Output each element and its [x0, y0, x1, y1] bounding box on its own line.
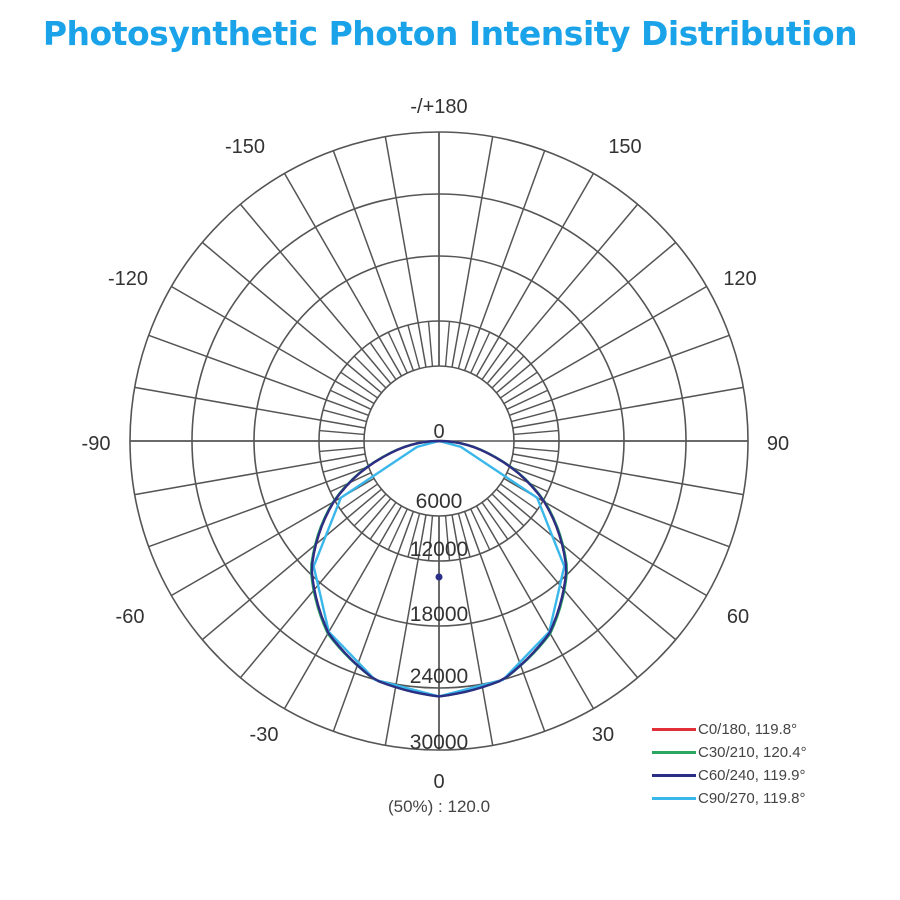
ring-label-18000: 18000 — [410, 603, 468, 626]
angle-label-0: 0 — [433, 771, 444, 793]
legend-label: C90/270, 119.8° — [698, 790, 806, 807]
intensity-curves — [310, 439, 568, 698]
angle-label-neg60: -60 — [116, 606, 145, 628]
angle-label-150: 150 — [608, 136, 641, 158]
legend-item-c0-180: C0/180, 119.8° — [652, 718, 807, 741]
ring-label-6000: 6000 — [416, 490, 463, 513]
legend-item-c60-240: C60/240, 119.9° — [652, 764, 807, 787]
chart-title: Photosynthetic Photon Intensity Distribu… — [42, 14, 858, 53]
angle-label-60: 60 — [727, 606, 749, 628]
polar-grid — [129, 131, 749, 751]
legend-label: C0/180, 119.8° — [698, 721, 798, 738]
legend-swatch-navy — [652, 774, 696, 777]
legend-swatch-red — [652, 728, 696, 731]
angle-label-neg150: -150 — [225, 136, 265, 158]
curve-c60-240 — [310, 439, 568, 698]
angle-label-neg30: -30 — [250, 724, 279, 746]
ring-label-12000: 12000 — [410, 538, 468, 561]
angle-label-30: 30 — [592, 724, 614, 746]
ring-label-30000: 30000 — [410, 731, 468, 754]
ring-label-24000: 24000 — [410, 665, 468, 688]
beam-angle-annotation: (50%) : 120.0 — [387, 797, 491, 816]
angle-label-120: 120 — [723, 268, 756, 290]
angle-label-neg90: -90 — [82, 433, 111, 455]
angle-label-180: -/+180 — [410, 96, 467, 118]
angle-label-90: 90 — [767, 433, 789, 455]
angle-label-neg120: -120 — [108, 268, 148, 290]
legend-swatch-cyan — [652, 797, 696, 800]
center-label: 0 — [433, 421, 444, 443]
legend-label: C30/210, 120.4° — [698, 744, 807, 761]
legend-item-c90-270: C90/270, 119.8° — [652, 787, 807, 810]
legend-swatch-green — [652, 751, 696, 754]
legend-label: C60/240, 119.9° — [698, 767, 806, 784]
max-intensity-marker — [435, 573, 443, 581]
legend: C0/180, 119.8° C30/210, 120.4° C60/240, … — [652, 718, 807, 810]
legend-item-c30-210: C30/210, 120.4° — [652, 741, 807, 764]
